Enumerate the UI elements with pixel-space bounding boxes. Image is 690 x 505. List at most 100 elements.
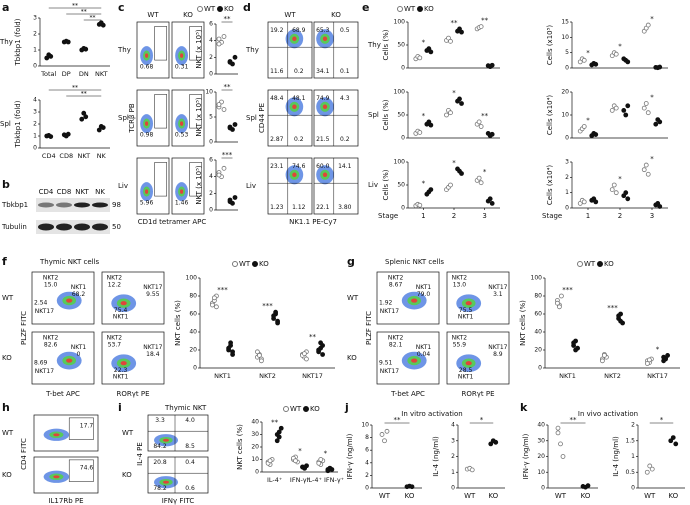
lane-label: CD8 xyxy=(57,188,72,196)
data-point xyxy=(581,57,587,63)
y-tick-label: 6 xyxy=(365,447,369,454)
data-point xyxy=(417,202,423,208)
data-point xyxy=(593,132,599,137)
y-tick-label: 5 xyxy=(565,49,569,56)
flow-value: 82.1 xyxy=(389,342,403,349)
row-label: Spl xyxy=(0,120,11,128)
data-point xyxy=(487,196,493,202)
y-tick-label: 0.5 xyxy=(625,469,635,476)
y-tick-label: 100 xyxy=(531,275,543,282)
data-point xyxy=(581,124,587,129)
panel-letter: h xyxy=(2,401,10,414)
flow-value: NKT17 xyxy=(380,308,399,315)
flow-value: 0.6 xyxy=(185,485,195,492)
flow-value: NKT1 xyxy=(71,344,87,351)
y-tick-label: 3 xyxy=(33,15,37,22)
significance: * xyxy=(586,117,590,125)
significance: * xyxy=(650,15,654,23)
y-axis-label: Tbkbp1 (fold) xyxy=(14,100,22,148)
flow-x-label: T-bet APC xyxy=(45,390,80,398)
flow-value: 34.1 xyxy=(316,68,330,75)
flow-value: 68.9 xyxy=(292,27,306,34)
data-point xyxy=(489,131,495,137)
flow-value: 0.98 xyxy=(140,131,154,138)
row-label: Liv xyxy=(246,182,256,190)
data-point xyxy=(663,355,668,361)
data-point xyxy=(216,102,222,107)
flow-value: 0.31 xyxy=(175,63,189,70)
flow-y-label: IL-4 PE xyxy=(136,442,144,466)
flow-value: 0.1 xyxy=(340,68,350,75)
significance: * xyxy=(452,89,456,97)
significance: ** xyxy=(570,416,578,424)
y-tick-label: 20 xyxy=(251,444,259,451)
flow-value: 55.9 xyxy=(453,342,467,349)
legend-marker xyxy=(577,261,583,267)
data-point xyxy=(301,351,307,357)
row-label: Spl xyxy=(246,114,257,122)
data-point xyxy=(618,318,623,324)
flow-value: NKT1 xyxy=(458,374,474,381)
data-point xyxy=(228,340,234,346)
data-point xyxy=(657,204,663,209)
legend-label: WT xyxy=(404,5,416,13)
density xyxy=(145,121,149,126)
x-tick-label: 2 xyxy=(452,212,456,220)
y-tick-label: 0 xyxy=(541,485,545,492)
flow-value: 8.5 xyxy=(185,443,195,450)
flow-x-label: IFNγ FITC xyxy=(162,497,195,505)
flow-value: NKT2 xyxy=(43,275,59,282)
y-tick-label: 60 xyxy=(189,311,197,318)
data-point xyxy=(221,165,227,171)
data-point xyxy=(560,454,566,459)
data-point xyxy=(448,182,453,188)
y-tick-label: 6 xyxy=(209,157,213,164)
flow-value: 78.2 xyxy=(153,485,167,492)
row-label: WT xyxy=(347,294,359,302)
y-tick-label: 15 xyxy=(561,19,569,26)
legend-label: KO xyxy=(604,260,614,268)
panel-letter: j xyxy=(344,401,349,414)
x-tick-label: 3 xyxy=(650,212,654,220)
significance: * xyxy=(324,450,328,458)
significance: ** xyxy=(481,17,489,25)
data-point xyxy=(459,101,464,106)
flow-value: 4.0 xyxy=(185,417,195,424)
flow-value: 13.0 xyxy=(453,282,467,289)
flow-value: NKT17 xyxy=(143,344,162,351)
density xyxy=(322,104,328,110)
data-point xyxy=(96,127,102,133)
legend-label: KO xyxy=(424,5,434,13)
band xyxy=(38,223,54,231)
col-label: WT xyxy=(284,11,296,19)
gate xyxy=(154,94,168,129)
x-tick-label: KO xyxy=(581,492,591,500)
density xyxy=(180,189,184,194)
flow-value: 48.4 xyxy=(270,95,284,102)
data-point xyxy=(417,130,423,135)
data-point xyxy=(555,430,561,436)
data-point xyxy=(318,457,324,462)
row-label: Spl xyxy=(368,111,379,119)
chart-title: In vivo activation xyxy=(578,410,638,418)
y-axis-label: NKT cells (%) xyxy=(174,300,182,346)
significance: ** xyxy=(451,19,459,27)
y-tick-label: 0 xyxy=(401,65,405,72)
y-tick-label: 40 xyxy=(251,419,259,426)
x-tick-label: NKT xyxy=(77,152,90,160)
data-point xyxy=(273,309,279,315)
flow-value: 48.1 xyxy=(292,95,306,102)
x-tick-label: KO xyxy=(668,492,678,500)
row-label: KO xyxy=(347,354,357,362)
data-point xyxy=(428,187,434,193)
legend-marker xyxy=(397,6,403,12)
data-point xyxy=(558,441,563,447)
legend-label: WT xyxy=(204,5,216,13)
data-point xyxy=(216,172,222,178)
y-axis-label: IFN-γ (ng/ml) xyxy=(346,433,354,479)
x-tick-label: DP xyxy=(62,70,71,78)
flow-value: 9.55 xyxy=(146,291,160,298)
data-point xyxy=(645,22,651,28)
data-point xyxy=(100,125,106,130)
y-tick-label: 2 xyxy=(209,54,213,61)
